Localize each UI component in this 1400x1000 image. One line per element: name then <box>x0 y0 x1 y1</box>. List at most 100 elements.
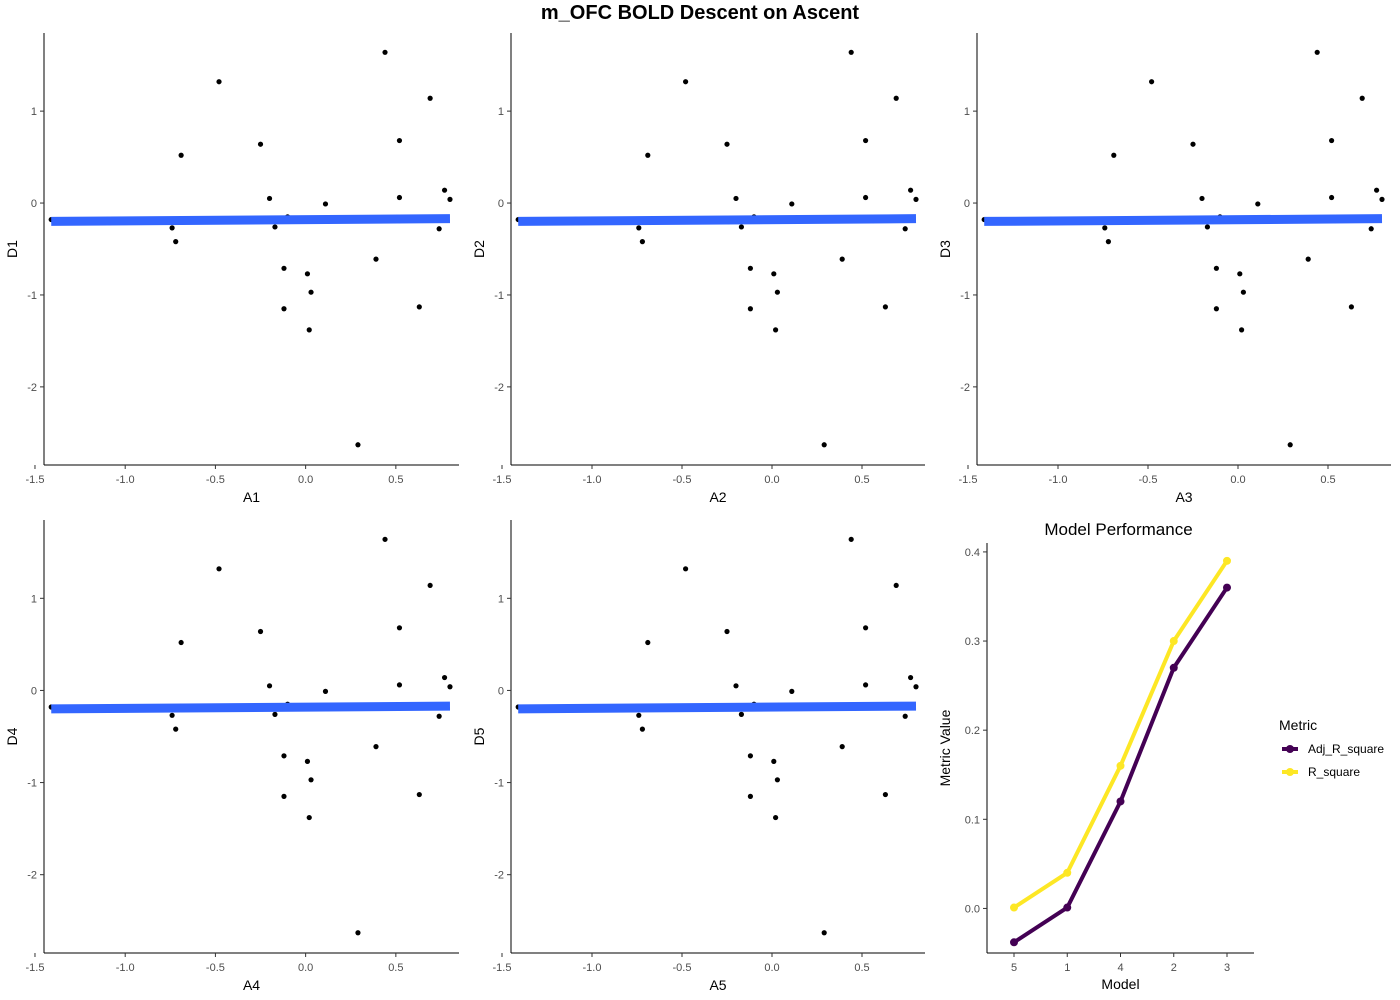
scatter-panel-2: -1.5 -1.0 -0.5 0.0 0.5 -2 -1 0 1 A2 D2 <box>471 33 925 505</box>
series-point <box>1063 903 1072 912</box>
x-tick-label: -0.5 <box>206 962 225 974</box>
data-point <box>747 793 754 799</box>
regression-line <box>51 701 451 714</box>
data-point <box>436 226 442 232</box>
data-point <box>724 141 730 147</box>
model-performance-panel: Model Performance 5 1 4 2 3 0.0 0.1 0.2 0.3 0.4 Mod… <box>937 520 1384 992</box>
y-tick-label: -2 <box>27 382 37 394</box>
data-point <box>257 141 264 147</box>
data-point <box>839 256 845 262</box>
data-point <box>441 674 448 681</box>
series-point <box>1169 663 1178 672</box>
data-point <box>396 137 403 144</box>
y-tick-label: -2 <box>494 382 504 394</box>
data-point <box>1374 187 1380 193</box>
data-point <box>1379 196 1385 202</box>
data-point <box>639 239 646 245</box>
data-point <box>427 582 433 589</box>
y-tick-label: 1 <box>964 106 970 118</box>
data-point <box>1329 137 1335 144</box>
x-axis-title: A5 <box>709 977 726 993</box>
data-point <box>1213 306 1219 312</box>
series-line-r-square <box>1012 559 1229 910</box>
data-point <box>447 684 453 690</box>
data-point <box>738 711 745 717</box>
data-point <box>1368 226 1374 232</box>
x-axis-title: Model <box>1101 976 1139 992</box>
data-point <box>1213 265 1219 271</box>
x-tick-label: -1.5 <box>25 962 44 974</box>
x-axis-title: A4 <box>243 977 260 993</box>
y-tick-label: 0 <box>498 198 504 210</box>
data-point <box>266 683 273 689</box>
data-point <box>913 684 919 690</box>
series-point <box>1010 938 1018 947</box>
x-tick-label: 0.0 <box>298 962 313 974</box>
scatter-panel-1: -1.5 -1.0 -0.5 0.0 0.5 -2 -1 0 1 A1 D1 <box>4 33 459 505</box>
x-tick-label: 0.5 <box>388 474 403 486</box>
data-point <box>427 95 433 101</box>
data-point <box>1199 195 1205 202</box>
data-point <box>683 79 689 85</box>
y-tick-label: 1 <box>498 593 504 605</box>
y-tick-label: -1 <box>960 290 970 302</box>
data-point <box>908 187 914 193</box>
regression-line <box>518 214 917 226</box>
x-tick-label: -0.5 <box>206 474 225 486</box>
x-tick-label: 2 <box>1171 962 1177 974</box>
x-axis-title: A2 <box>709 489 726 505</box>
data-point <box>1102 225 1108 231</box>
data-point <box>173 239 179 245</box>
y-tick-label: 0 <box>31 198 37 210</box>
data-point <box>382 49 388 55</box>
data-point <box>774 289 781 295</box>
data-point <box>863 194 869 201</box>
data-point <box>738 224 745 230</box>
series-point <box>1116 797 1125 806</box>
y-tick-label: 0.2 <box>965 725 980 737</box>
data-point <box>382 536 388 542</box>
x-tick-label: 0.0 <box>298 474 313 486</box>
data-point <box>1348 304 1354 310</box>
y-tick-label: 0 <box>498 685 504 697</box>
data-point <box>773 814 779 821</box>
legend-key-point <box>1286 745 1294 753</box>
data-point <box>178 639 184 646</box>
data-point <box>1237 271 1243 277</box>
series-point <box>1223 583 1231 592</box>
data-point <box>436 713 442 719</box>
x-tick-label: -1.5 <box>959 474 978 486</box>
data-point <box>266 195 273 202</box>
data-point <box>863 682 869 688</box>
data-point <box>1190 141 1196 147</box>
x-tick-label: 0.0 <box>764 474 779 486</box>
data-point <box>304 271 311 277</box>
data-point <box>1105 239 1111 245</box>
x-tick-label: -1.5 <box>25 474 44 486</box>
x-tick-label: -0.5 <box>1139 474 1158 486</box>
x-tick-label: 4 <box>1117 962 1123 974</box>
y-axis-title: Metric Value <box>937 709 953 786</box>
data-point <box>747 753 754 759</box>
data-point <box>304 758 311 764</box>
data-point <box>882 791 889 798</box>
x-axis-title: A3 <box>1175 489 1192 505</box>
x-tick-label: 5 <box>1011 962 1017 974</box>
x-tick-label: 0.0 <box>764 962 779 974</box>
series-point <box>1169 637 1178 646</box>
data-point <box>839 744 845 750</box>
data-point <box>216 79 222 85</box>
x-tick-label: -1.0 <box>116 474 135 486</box>
data-point <box>281 265 287 271</box>
x-tick-label: 0.5 <box>1320 474 1335 486</box>
data-point <box>169 712 175 718</box>
y-tick-label: -1 <box>494 290 504 302</box>
legend-key-point <box>1286 768 1294 776</box>
x-tick-label: 0.0 <box>1230 474 1245 486</box>
data-point <box>645 152 651 158</box>
regression-line <box>984 214 1383 226</box>
x-tick-label: 1 <box>1064 962 1070 974</box>
data-point <box>281 306 287 312</box>
scatter-panel-3: -1.5 -1.0 -0.5 0.0 0.5 -2 -1 0 1 A3 D3 <box>937 33 1391 505</box>
